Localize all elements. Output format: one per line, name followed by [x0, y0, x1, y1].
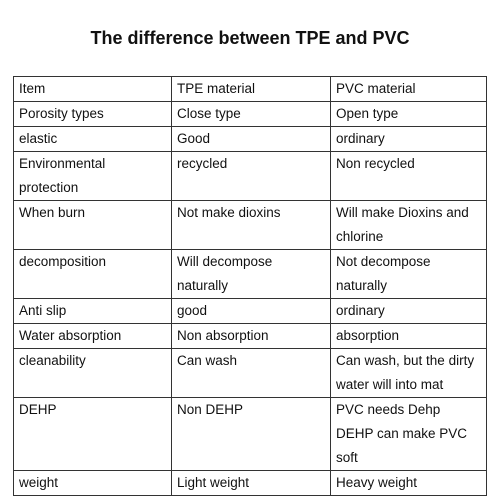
- table-row: decomposition Will decompose naturally Not…: [13, 249, 487, 299]
- table-cell: Porosity types: [13, 101, 172, 127]
- table-cell: Light weight: [171, 470, 331, 496]
- table-cell: DEHP: [13, 397, 172, 471]
- table-cell: Not make dioxins: [171, 200, 331, 250]
- table-cell: Item: [13, 76, 172, 102]
- table-cell: ordinary: [330, 298, 487, 324]
- table-cell: Not decompose naturally: [330, 249, 487, 299]
- table-cell: recycled: [171, 151, 331, 201]
- table-row: Porosity types Close type Open type: [13, 101, 487, 127]
- title: The difference between TPE and PVC: [90, 28, 410, 48]
- table-cell: Open type: [330, 101, 487, 127]
- table-cell: Close type: [171, 101, 331, 127]
- table-cell: Will decompose naturally: [171, 249, 331, 299]
- table-row: cleanability Can wash Can wash, but the di…: [13, 348, 487, 398]
- table-row: When burn Not make dioxins Will make Dioxi…: [13, 200, 487, 250]
- table-cell: Can wash: [171, 348, 331, 398]
- table-cell: good: [171, 298, 331, 324]
- table-row: Anti slip good ordinary: [13, 298, 487, 324]
- table-row: Water absorption Non absorption absorption: [13, 323, 487, 349]
- table-cell: Non absorption: [171, 323, 331, 349]
- table-cell: ordinary: [330, 126, 487, 152]
- table-cell: Environmental protection: [13, 151, 172, 201]
- table-cell: Will make Dioxins and chlorine: [330, 200, 487, 250]
- table-row: weight Light weight Heavy weight: [13, 470, 487, 496]
- comparison-table: Item TPE material PVC material Porosity typ…: [13, 76, 487, 496]
- table-cell: absorption: [330, 323, 487, 349]
- header-row: Item TPE material PVC material: [13, 76, 487, 102]
- table-cell: Good: [171, 126, 331, 152]
- table-row: elastic Good ordinary: [13, 126, 487, 152]
- table-cell: Non DEHP: [171, 397, 331, 471]
- table-cell: Anti slip: [13, 298, 172, 324]
- table-cell: PVC needs Dehp DEHP can make PVC soft: [330, 397, 487, 471]
- table-cell: PVC material: [330, 76, 487, 102]
- table-cell: When burn: [13, 200, 172, 250]
- table-cell: Can wash, but the dirty water will into …: [330, 348, 487, 398]
- table-cell: TPE material: [171, 76, 331, 102]
- table-cell: decomposition: [13, 249, 172, 299]
- table-cell: Heavy weight: [330, 470, 487, 496]
- table-cell: weight: [13, 470, 172, 496]
- table-cell: Water absorption: [13, 323, 172, 349]
- table-cell: Non recycled: [330, 151, 487, 201]
- table-cell: cleanability: [13, 348, 172, 398]
- table-row: DEHP Non DEHP PVC needs Dehp DEHP can make…: [13, 397, 487, 471]
- table-cell: elastic: [13, 126, 172, 152]
- table-row: Environmental protection recycled Non recy…: [13, 151, 487, 201]
